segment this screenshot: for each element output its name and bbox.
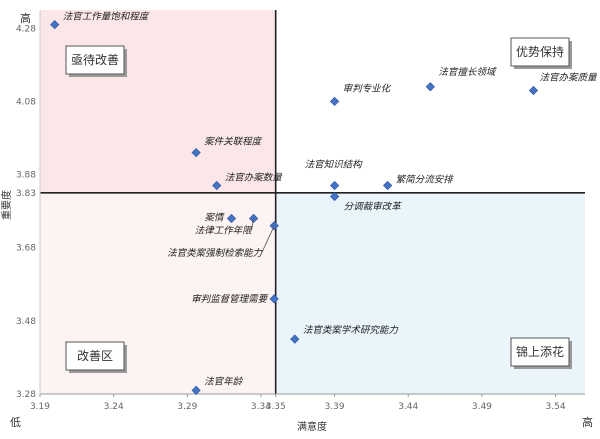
point-marker <box>191 148 201 158</box>
data-point: 法官办案质量 <box>528 71 598 96</box>
point-marker <box>269 294 279 304</box>
quadrant-box <box>65 341 125 371</box>
y-tick-label: 3.83 <box>16 189 36 199</box>
x-tick-label: 3.34 <box>251 402 271 412</box>
point-label: 案件关联程度 <box>204 136 263 148</box>
x-low-label: 低 <box>10 416 21 429</box>
point-label: 法官办案质量 <box>539 71 598 83</box>
x-tick-label: 3.29 <box>177 402 197 412</box>
y-tick-label: 4.28 <box>16 24 36 34</box>
data-point: 案情 <box>204 211 237 224</box>
point-label: 法官擅长领域 <box>438 66 497 78</box>
x-high-label: 高 <box>582 415 593 429</box>
quadrant-label-text: 优势保持 <box>516 44 564 59</box>
point-marker <box>191 385 201 395</box>
divider-lines <box>40 10 585 394</box>
quadrant-label-text: 亟待改善 <box>71 52 119 67</box>
point-label: 法官年龄 <box>204 375 244 387</box>
quadrant-label-text: 锦上添花 <box>516 344 564 359</box>
data-point: 案件关联程度 <box>191 136 263 158</box>
quadrant-label-top-right: 优势保持 <box>510 37 572 69</box>
x-tick-label: 3.54 <box>546 402 566 412</box>
x-tick-label: 3.35 <box>266 402 286 412</box>
point-marker <box>329 191 340 202</box>
y-tick-label: 3.48 <box>16 317 36 327</box>
x-tick-label: 3.44 <box>398 402 418 412</box>
point-label: 法官类案强制检索能力 <box>167 247 264 259</box>
y-tick-label: 4.08 <box>16 97 36 107</box>
data-point: 审判专业化 <box>329 82 392 107</box>
quadrant-box <box>510 37 570 67</box>
data-point: 繁简分流安排 <box>382 174 455 191</box>
data-point: 法官办案数量 <box>212 172 284 191</box>
data-point: 法官擅长领域 <box>425 66 497 92</box>
point-marker <box>528 85 539 96</box>
leader-line <box>261 225 275 252</box>
axes: 3.19 3.24 3.29 3.343.35 3.39 3.44 3.49 3.54 3.28… <box>16 10 585 412</box>
point-label: 审判监督管理需要 <box>191 293 269 305</box>
data-point: 法官工作量饱和程度 <box>50 11 150 30</box>
data-point: 审判监督管理需要 <box>191 293 279 305</box>
data-point: 法官年龄 <box>191 375 244 395</box>
point-marker <box>226 213 237 224</box>
quadrant-label-bottom-left: 改善区 <box>65 341 127 373</box>
y-axis-title: 重要度 <box>0 190 13 220</box>
data-point: 法官类案强制检索能力 <box>167 221 279 259</box>
point-label: 分调裁审改革 <box>344 201 403 213</box>
point-marker <box>290 334 300 344</box>
x-axis-title: 满意度 <box>297 420 327 433</box>
point-label: 法官办案数量 <box>225 172 284 184</box>
point-label: 法官类案学术研究能力 <box>303 324 400 336</box>
point-marker <box>50 20 60 30</box>
point-marker <box>425 82 435 92</box>
quadrant-box <box>510 337 570 367</box>
data-point: 法官类案学术研究能力 <box>290 324 400 344</box>
x-tick-label: 3.24 <box>104 402 124 412</box>
point-marker <box>212 180 222 191</box>
y-high-label: 高 <box>20 11 31 25</box>
point-label: 案情 <box>204 211 225 223</box>
quadrant-label-text: 改善区 <box>77 348 113 363</box>
quadrant-bg-top-left <box>40 10 276 193</box>
x-tick-label: 3.49 <box>472 402 492 412</box>
quadrant-box <box>65 45 125 75</box>
point-marker <box>329 180 340 191</box>
x-tick-label: 3.19 <box>30 402 50 412</box>
point-label: 繁简分流安排 <box>396 174 455 186</box>
y-tick-label: 3.88 <box>16 171 36 181</box>
quadrant-label-bottom-right: 锦上添花 <box>510 337 572 369</box>
x-tick-label: 3.39 <box>325 402 345 412</box>
point-label: 法官知识结构 <box>305 159 364 171</box>
point-label: 审判专业化 <box>343 82 392 94</box>
point-label: 法律工作年限 <box>195 224 254 236</box>
data-point: 法官知识结构 <box>305 159 364 191</box>
y-tick-label: 3.68 <box>16 244 36 254</box>
data-point: 分调裁审改革 <box>329 191 403 213</box>
point-label: 法官工作量饱和程度 <box>63 11 150 23</box>
data-point: 法律工作年限 <box>195 213 259 236</box>
y-tick-label: 3.28 <box>16 390 36 400</box>
point-marker <box>329 96 340 107</box>
leader-line <box>251 218 254 230</box>
point-marker <box>382 180 393 191</box>
quadrant-label-top-left: 亟待改善 <box>65 45 127 77</box>
